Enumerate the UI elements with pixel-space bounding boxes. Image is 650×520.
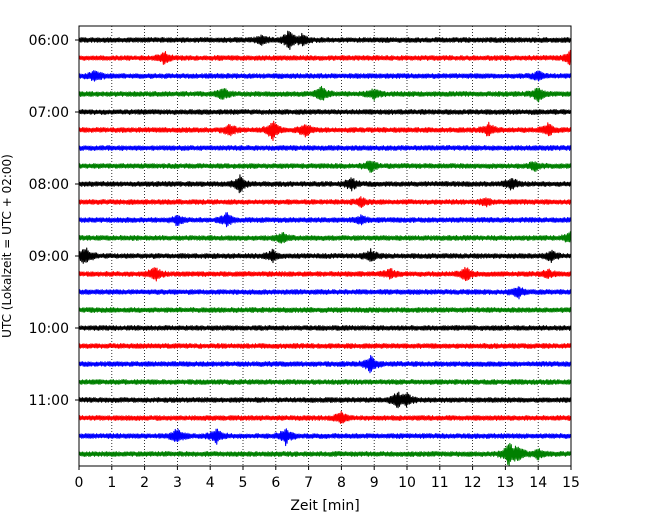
trace-10:00: [78, 325, 572, 331]
x-tick-label: 8: [337, 475, 346, 491]
trace-07:15: [78, 120, 572, 142]
x-tick-label: 5: [239, 475, 248, 491]
trace-09:45: [78, 307, 572, 313]
x-tick-label: 10: [398, 475, 416, 491]
x-axis-ticks: 0 1 2 3 4 5 6 7 8 9 10 11 12 13 14 15: [75, 466, 580, 491]
y-tick-label: 07:00: [29, 105, 69, 121]
x-tick-label: 4: [206, 475, 215, 491]
x-tick-label: 14: [529, 475, 547, 491]
trace-group: [78, 30, 572, 467]
y-tick-label: 10:00: [29, 321, 69, 337]
trace-11:00: [78, 391, 572, 409]
x-tick-label: 6: [271, 475, 280, 491]
x-tick-label: 15: [562, 475, 580, 491]
y-tick-label: 11:00: [29, 393, 69, 409]
trace-08:45: [78, 231, 572, 244]
trace-10:45: [78, 379, 572, 385]
trace-06:00: [78, 30, 572, 50]
x-tick-label: 12: [464, 475, 482, 491]
y-tick-label: 08:00: [29, 177, 69, 193]
trace-08:00: [78, 174, 572, 194]
x-tick-label: 2: [140, 475, 149, 491]
trace-07:30: [78, 145, 572, 151]
trace-06:45: [78, 85, 572, 103]
x-tick-label: 13: [496, 475, 514, 491]
trace-11:30: [78, 428, 572, 447]
trace-06:15: [78, 49, 572, 66]
x-tick-label: 1: [107, 475, 116, 491]
trace-09:00: [78, 247, 572, 264]
y-axis-label: UTC (Lokalzeit = UTC + 02:00): [0, 154, 14, 338]
x-tick-label: 9: [370, 475, 379, 491]
x-tick-label: 3: [173, 475, 182, 491]
x-tick-label: 11: [431, 475, 449, 491]
trace-10:30: [78, 354, 572, 374]
trace-09:30: [78, 286, 572, 300]
trace-07:45: [78, 160, 572, 173]
y-tick-label: 09:00: [29, 249, 69, 265]
trace-08:30: [78, 212, 572, 228]
trace-07:00: [78, 109, 572, 115]
trace-09:15: [78, 266, 572, 282]
plot-frame: [78, 25, 572, 467]
y-axis-ticks: 06:00 07:00 08:00 09:00 10:00 11:00: [29, 33, 79, 409]
trace-10:15: [78, 343, 572, 349]
y-tick-label: 06:00: [29, 33, 69, 49]
x-axis-label: Zeit [min]: [290, 498, 359, 514]
x-tick-label: 7: [304, 475, 313, 491]
x-tick-label: 0: [75, 475, 84, 491]
trace-11:45: [78, 442, 572, 467]
trace-06:30: [78, 70, 572, 82]
trace-08:15: [78, 196, 572, 208]
trace-11:15: [78, 410, 572, 424]
